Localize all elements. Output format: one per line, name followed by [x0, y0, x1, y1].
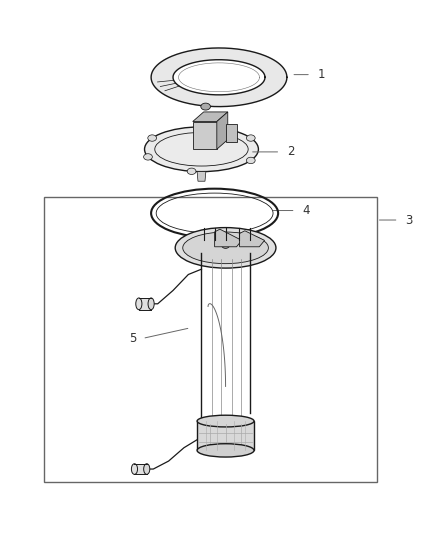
Polygon shape [193, 112, 228, 122]
Ellipse shape [207, 124, 216, 131]
Ellipse shape [247, 135, 255, 141]
Bar [138, 298, 151, 310]
Polygon shape [226, 124, 237, 142]
Polygon shape [151, 48, 287, 107]
Ellipse shape [222, 242, 230, 248]
Polygon shape [197, 172, 206, 181]
Text: 2: 2 [287, 146, 294, 158]
Polygon shape [215, 229, 242, 247]
Ellipse shape [148, 298, 154, 310]
Ellipse shape [131, 464, 138, 474]
Bar [134, 464, 147, 474]
Bar [197, 421, 254, 450]
Ellipse shape [187, 168, 196, 174]
Ellipse shape [144, 464, 150, 474]
Text: 1: 1 [318, 68, 325, 81]
Ellipse shape [145, 127, 258, 172]
Text: 5: 5 [129, 332, 137, 345]
Polygon shape [240, 231, 265, 247]
Text: 4: 4 [302, 204, 310, 217]
Ellipse shape [144, 154, 152, 160]
Ellipse shape [175, 228, 276, 268]
Ellipse shape [136, 298, 142, 310]
Ellipse shape [148, 135, 156, 141]
Ellipse shape [197, 415, 254, 427]
Polygon shape [217, 112, 228, 149]
Ellipse shape [197, 443, 254, 457]
Ellipse shape [201, 103, 211, 110]
Ellipse shape [247, 157, 255, 164]
Ellipse shape [183, 232, 268, 264]
Bar [44, 197, 377, 482]
Text: 3: 3 [405, 214, 413, 227]
Polygon shape [193, 122, 217, 149]
